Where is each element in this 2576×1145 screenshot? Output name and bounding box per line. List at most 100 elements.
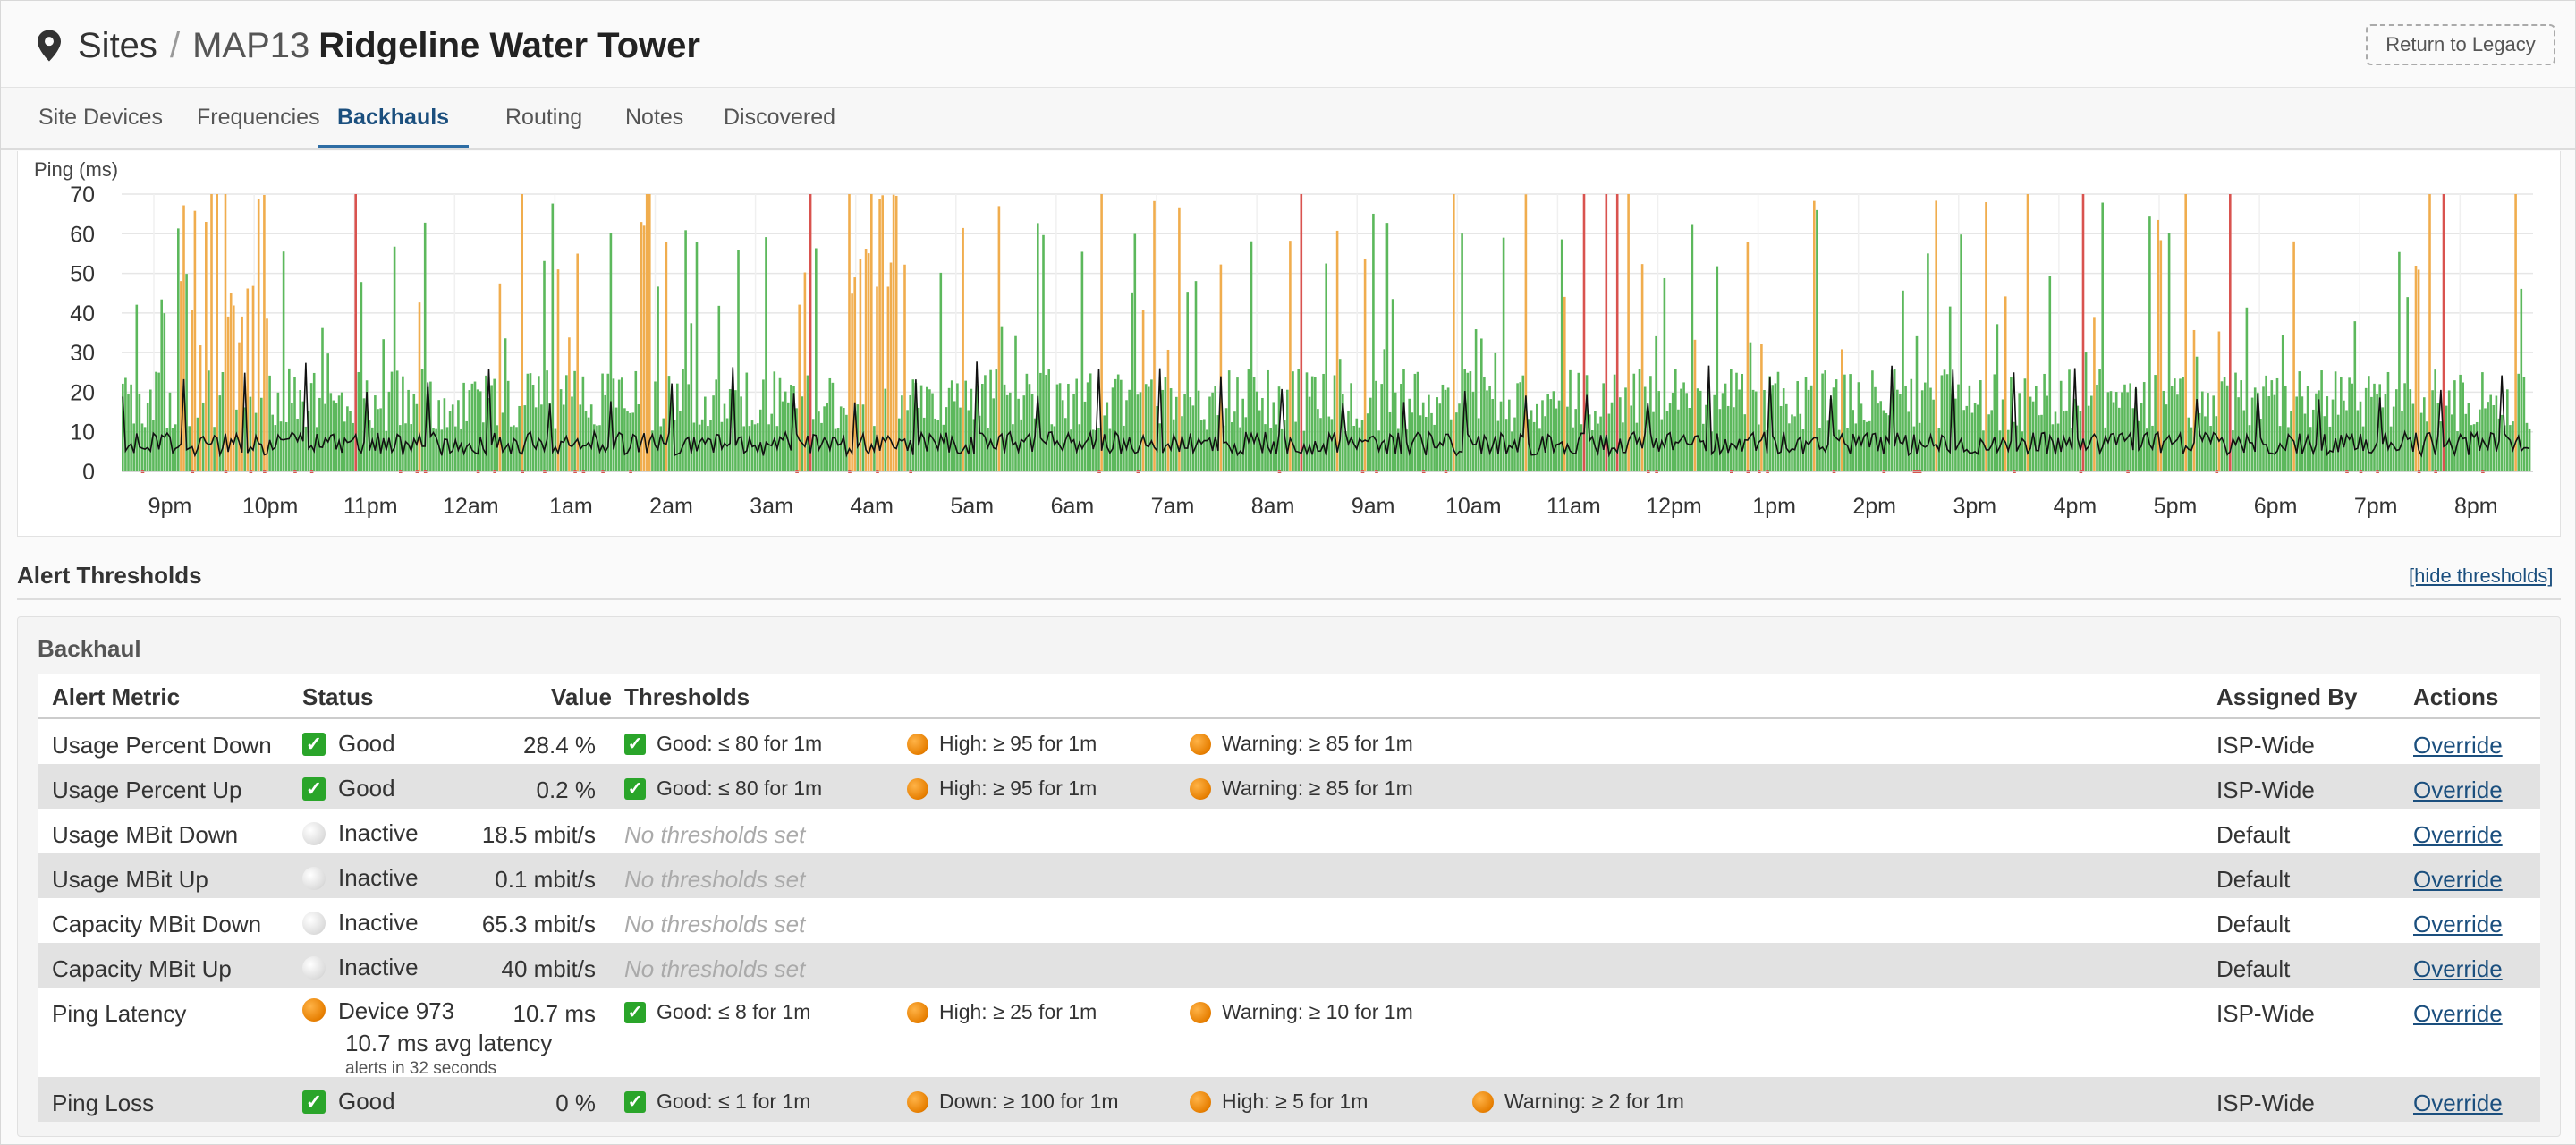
site-code: MAP13 <box>192 26 310 65</box>
ping-bar <box>2414 266 2418 471</box>
ping-bar <box>506 380 510 471</box>
ping-bar <box>707 426 709 471</box>
ping-bar <box>2245 307 2249 471</box>
ping-bar <box>1097 428 1100 471</box>
ping-bar <box>959 407 962 471</box>
ping-bar <box>1055 384 1059 471</box>
ping-bar <box>393 246 396 471</box>
assigned-by-text: ISP-Wide <box>2216 776 2315 803</box>
ping-bar <box>717 305 721 471</box>
ping-bar <box>2184 194 2187 471</box>
ping-bar <box>2500 414 2504 471</box>
ping-bar <box>2174 378 2176 471</box>
ping-bar <box>2323 416 2326 471</box>
tab-routing[interactable]: Routing <box>505 105 583 130</box>
override-link[interactable]: Override <box>2413 732 2503 759</box>
ping-bar <box>135 304 139 471</box>
ping-bar <box>876 286 878 471</box>
ping-bar <box>1563 296 1566 471</box>
ping-bar <box>180 281 182 471</box>
ping-bar <box>2204 416 2207 471</box>
ping-bar <box>1203 419 1206 471</box>
y-tick-label: 50 <box>70 262 95 287</box>
ping-bar <box>2336 414 2340 471</box>
ping-bar <box>1996 324 1999 471</box>
breadcrumb-sites-link[interactable]: Sites <box>78 26 157 65</box>
ping-bar <box>382 339 385 471</box>
value-text: 28.4 % <box>523 732 596 759</box>
value-text: 65.3 mbit/s <box>481 911 596 937</box>
threshold-text: Good: ≤ 1 for 1m <box>657 1090 811 1113</box>
ping-bar <box>601 373 604 471</box>
override-link[interactable]: Override <box>2413 1000 2503 1027</box>
ping-bar <box>254 412 258 471</box>
ping-bar <box>1649 376 1652 471</box>
ping-bar <box>2434 369 2436 471</box>
ping-bar <box>1314 377 1317 471</box>
table-body: Usage Percent Down ✓ Good 28.4 % ✓ Good: ≤ 80… <box>38 719 2540 1122</box>
y-tick-label: 0 <box>82 460 95 485</box>
ping-bar <box>831 382 835 471</box>
hide-thresholds-link[interactable]: [hide thresholds] <box>2409 564 2554 587</box>
ping-bar <box>1335 230 1339 471</box>
ping-bar <box>2098 369 2101 471</box>
ping-bar <box>1837 429 1841 471</box>
threshold-item: High: ≥ 5 for 1m <box>1190 1090 1368 1114</box>
ping-bar <box>387 391 391 471</box>
ping-bar <box>826 403 828 471</box>
ping-bar <box>2389 426 2393 471</box>
ping-bar <box>2292 241 2295 471</box>
tab-frequencies[interactable]: Frequencies <box>197 105 320 130</box>
ping-bar <box>1194 281 1198 471</box>
ping-bar <box>2065 410 2068 471</box>
ping-bar <box>1385 223 1389 471</box>
ping-bar <box>2084 352 2088 471</box>
ping-bar <box>2021 431 2024 471</box>
ping-bar <box>2409 389 2412 471</box>
tab-site-devices[interactable]: Site Devices <box>38 105 163 130</box>
assigned-by-text: ISP-Wide <box>2216 732 2315 759</box>
ping-bar <box>279 421 283 471</box>
ping-bar <box>2284 386 2287 471</box>
override-link[interactable]: Override <box>2413 866 2503 893</box>
ping-bar <box>1178 207 1181 471</box>
ping-bar <box>365 380 369 471</box>
ping-bar <box>978 415 981 471</box>
ping-bar <box>911 379 915 471</box>
override-link[interactable]: Override <box>2413 911 2503 937</box>
threshold-item: Down: ≥ 100 for 1m <box>907 1090 1119 1114</box>
ping-bar <box>2301 396 2304 471</box>
override-link[interactable]: Override <box>2413 776 2503 803</box>
return-to-legacy-button[interactable]: Return to Legacy <box>2366 24 2555 65</box>
ping-bar <box>1622 422 1624 471</box>
ping-bar <box>2281 335 2284 471</box>
ping-bar <box>1813 200 1816 471</box>
override-link[interactable]: Override <box>2413 821 2503 848</box>
tab-backhauls[interactable]: Backhauls <box>318 88 470 148</box>
tab-notes[interactable]: Notes <box>625 105 684 130</box>
ping-bar <box>773 371 776 471</box>
ping-bar <box>309 383 313 471</box>
ping-bar <box>1862 420 1866 471</box>
table-row: Usage Percent Down ✓ Good 28.4 % ✓ Good: ≤ 80… <box>38 719 2540 764</box>
override-link[interactable]: Override <box>2413 1090 2503 1116</box>
ping-bar <box>631 412 634 471</box>
ping-bar <box>1261 397 1264 471</box>
ping-bar <box>1760 344 1763 471</box>
override-link[interactable]: Override <box>2413 955 2503 982</box>
ping-bar <box>2506 389 2509 471</box>
ping-bar <box>146 403 149 471</box>
ping-bar <box>1610 402 1614 471</box>
ping-bar <box>2315 393 2318 471</box>
ping-bar <box>2464 413 2468 471</box>
ping-bar <box>226 316 230 471</box>
ping-bar <box>385 430 388 471</box>
ping-bar <box>1597 423 1599 471</box>
ping-bar <box>612 378 615 471</box>
ping-bar <box>1219 264 1223 471</box>
ping-bar <box>1197 390 1200 471</box>
ping-bar <box>122 383 124 471</box>
ping-bar <box>526 373 530 471</box>
ping-bar <box>2267 395 2270 471</box>
tab-discovered[interactable]: Discovered <box>724 105 836 130</box>
